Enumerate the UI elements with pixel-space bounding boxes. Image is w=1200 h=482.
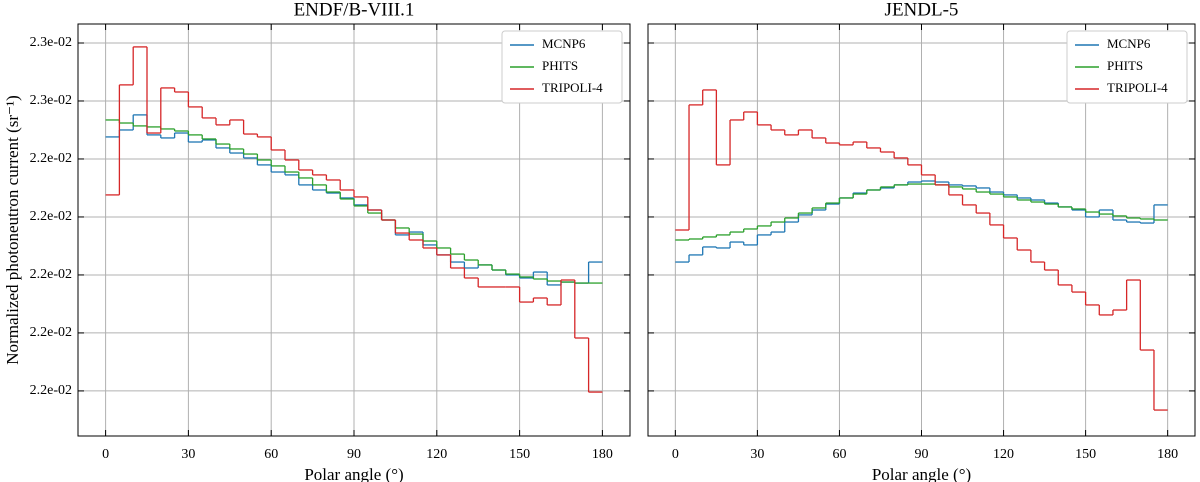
x-tick-label: 0	[102, 447, 109, 462]
x-tick-label: 30	[750, 447, 764, 462]
x-tick-label: 60	[264, 447, 278, 462]
x-tick-label: 0	[672, 447, 679, 462]
legend-label: PHITS	[1107, 58, 1143, 73]
legend-label: TRIPOLI-4	[542, 80, 603, 95]
legend-box	[501, 30, 623, 104]
x-tick-label: 150	[1075, 447, 1096, 462]
x-tick-label: 60	[832, 447, 846, 462]
chart-title: ENDF/B-VIII.1	[294, 0, 415, 20]
y-tick-label: 2.2e-02	[30, 267, 72, 282]
legend-label: MCNP6	[1107, 36, 1151, 51]
legend-label: PHITS	[542, 58, 578, 73]
x-tick-label: 120	[426, 447, 447, 462]
x-tick-label: 180	[1157, 447, 1178, 462]
x-tick-label: 120	[993, 447, 1014, 462]
y-tick-label: 2.2e-02	[30, 383, 72, 398]
step-connector	[688, 89, 1155, 411]
axes-frame	[77, 23, 631, 437]
y-axis-label: Normalized photoneutron current (sr⁻¹)	[3, 95, 22, 364]
y-tick-label: 2.3e-02	[30, 35, 72, 50]
x-axis-label: Polar angle (°)	[304, 465, 403, 482]
y-tick-label: 2.2e-02	[30, 209, 72, 224]
x-tick-label: 180	[592, 447, 613, 462]
y-tick-label: 2.3e-02	[30, 93, 72, 108]
x-tick-label: 30	[181, 447, 195, 462]
x-tick-label: 90	[915, 447, 929, 462]
x-tick-label: 90	[347, 447, 361, 462]
chart-title: JENDL-5	[885, 0, 959, 20]
y-tick-label: 2.2e-02	[30, 151, 72, 166]
x-axis-label: Polar angle (°)	[872, 465, 971, 482]
y-tick-label: 2.2e-02	[30, 325, 72, 340]
legend-label: MCNP6	[542, 36, 586, 51]
legend-label: TRIPOLI-4	[1107, 80, 1168, 95]
axes-frame	[647, 23, 1196, 437]
legend-box	[1066, 30, 1188, 104]
x-tick-label: 150	[509, 447, 530, 462]
